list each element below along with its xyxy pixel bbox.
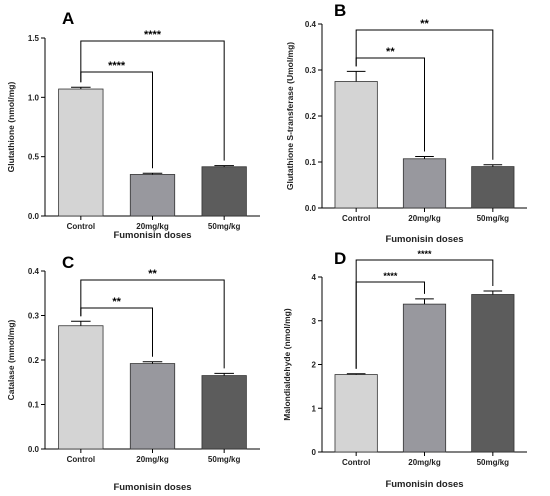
panel-a-letter: A: [62, 9, 74, 28]
panel-c-y-tick-label: 0.2: [28, 356, 40, 365]
panel-a-bar-50mg/kg: [201, 166, 247, 217]
panel-d-x-tick-label: 20mg/kg: [408, 458, 441, 467]
panel-c-x-tick-label: 20mg/kg: [136, 455, 169, 464]
panel-d-y-tick-label: 4: [312, 273, 317, 282]
panel-a-significance-label: ****: [144, 29, 162, 41]
panel-d-bar-50mg/kg: [471, 294, 515, 453]
panel-b: B 0.0 0.1 0.2 0.3 0.4 Control 20mg/kg 50mg/kg ** *…: [285, 1, 527, 245]
panel-a-x-axis-title: Fumonisin doses: [113, 230, 191, 241]
panel-b-x-tick-label: Control: [342, 214, 370, 223]
panel-a-y-tick-label: 1.5: [28, 34, 40, 43]
panel-c-x-tick-label: 50mg/kg: [208, 455, 241, 464]
panel-b-y-tick-label: 0.3: [305, 66, 317, 75]
panel-b-y-tick-label: 0.2: [305, 112, 317, 121]
panel-c-x-tick-label: Control: [67, 455, 95, 464]
panel-d-y-tick-label: 3: [312, 317, 317, 326]
panel-d-bar-20mg/kg: [402, 303, 447, 453]
panel-a: A 0.0 0.5 1.0 1.5 Control 20mg/kg 50mg/kg **** **…: [6, 9, 260, 241]
panel-a-significance-label: ****: [108, 60, 126, 72]
panel-a-significance-bracket: [80, 40, 225, 161]
panel-d-y-axis-title: Malondialdehyde (nmol/mg): [282, 308, 292, 421]
panel-a-x-tick-label: 50mg/kg: [208, 222, 241, 231]
panel-d-x-tick-label: 50mg/kg: [477, 458, 510, 467]
panel-b-bar-Control: [334, 81, 378, 209]
panel-c-y-tick-label: 0.1: [28, 401, 40, 410]
panel-d-y-tick-label: 2: [312, 361, 317, 370]
panel-c-y-axis-title: Catalase (mmol/mg): [6, 319, 16, 400]
panel-d: D 0 1 2 3 4 Control 20mg/kg 50mg/kg **** **** Fumon…: [282, 249, 527, 490]
panel-b-letter: B: [334, 1, 346, 20]
panel-a-x-tick-label: Control: [67, 222, 95, 231]
panel-d-significance-label: ****: [383, 271, 398, 281]
panel-c-significance-bracket: [80, 279, 225, 369]
panel-c-bar-Control: [58, 325, 104, 450]
panel-c-significance-label: **: [112, 296, 121, 308]
panel-d-y-tick-label: 0: [312, 448, 317, 457]
panel-b-x-tick-label: 20mg/kg: [408, 214, 441, 223]
panel-b-x-axis-title: Fumonisin doses: [385, 234, 463, 245]
panel-b-y-tick-label: 0.0: [305, 204, 317, 213]
panel-d-significance-label: ****: [417, 249, 432, 259]
panel-d-bar-Control: [334, 374, 378, 453]
panel-a-y-tick-label: 1.0: [28, 93, 40, 102]
panel-b-y-tick-label: 0.1: [305, 158, 317, 167]
panel-a-y-tick-label: 0.0: [28, 212, 40, 221]
panel-a-x-tick-label: 20mg/kg: [136, 222, 169, 231]
panel-c-significance-label: **: [148, 268, 157, 280]
panel-c: C 0.0 0.1 0.2 0.3 0.4 Control 20mg/kg 50mg/kg ** *…: [6, 253, 260, 493]
panel-a-bar-Control: [58, 88, 104, 217]
panel-c-y-tick-label: 0.4: [28, 267, 40, 276]
panel-b-bar-50mg/kg: [471, 166, 515, 209]
panel-d-letter: D: [334, 249, 346, 268]
panel-b-y-tick-label: 0.4: [305, 20, 317, 29]
panel-c-bar-20mg/kg: [129, 363, 176, 450]
panel-a-y-tick-label: 0.5: [28, 153, 40, 162]
panel-a-bar-20mg/kg: [129, 174, 176, 217]
panel-c-y-tick-label: 0.3: [28, 312, 40, 321]
panel-b-y-axis-title: Glutathione S-transferase (Umol/mg): [285, 42, 295, 190]
panel-c-bar-50mg/kg: [201, 375, 247, 450]
panel-d-significance-bracket: [355, 259, 494, 369]
panel-b-x-tick-label: 50mg/kg: [477, 214, 510, 223]
panel-a-y-axis-title: Glutathione (nmol/mg): [6, 82, 16, 173]
panel-d-x-axis-title: Fumonisin doses: [385, 479, 463, 490]
panel-c-letter: C: [62, 253, 74, 272]
panel-b-significance-label: **: [386, 46, 395, 58]
panel-c-x-axis-title: Fumonisin doses: [113, 482, 191, 493]
panel-d-x-tick-label: Control: [342, 458, 370, 467]
panel-b-significance-label: **: [420, 18, 429, 30]
panel-c-y-tick-label: 0.0: [28, 445, 40, 454]
panel-b-bar-20mg/kg: [402, 158, 447, 209]
panel-d-y-tick-label: 1: [312, 404, 317, 413]
panel-b-significance-bracket: [355, 29, 494, 160]
